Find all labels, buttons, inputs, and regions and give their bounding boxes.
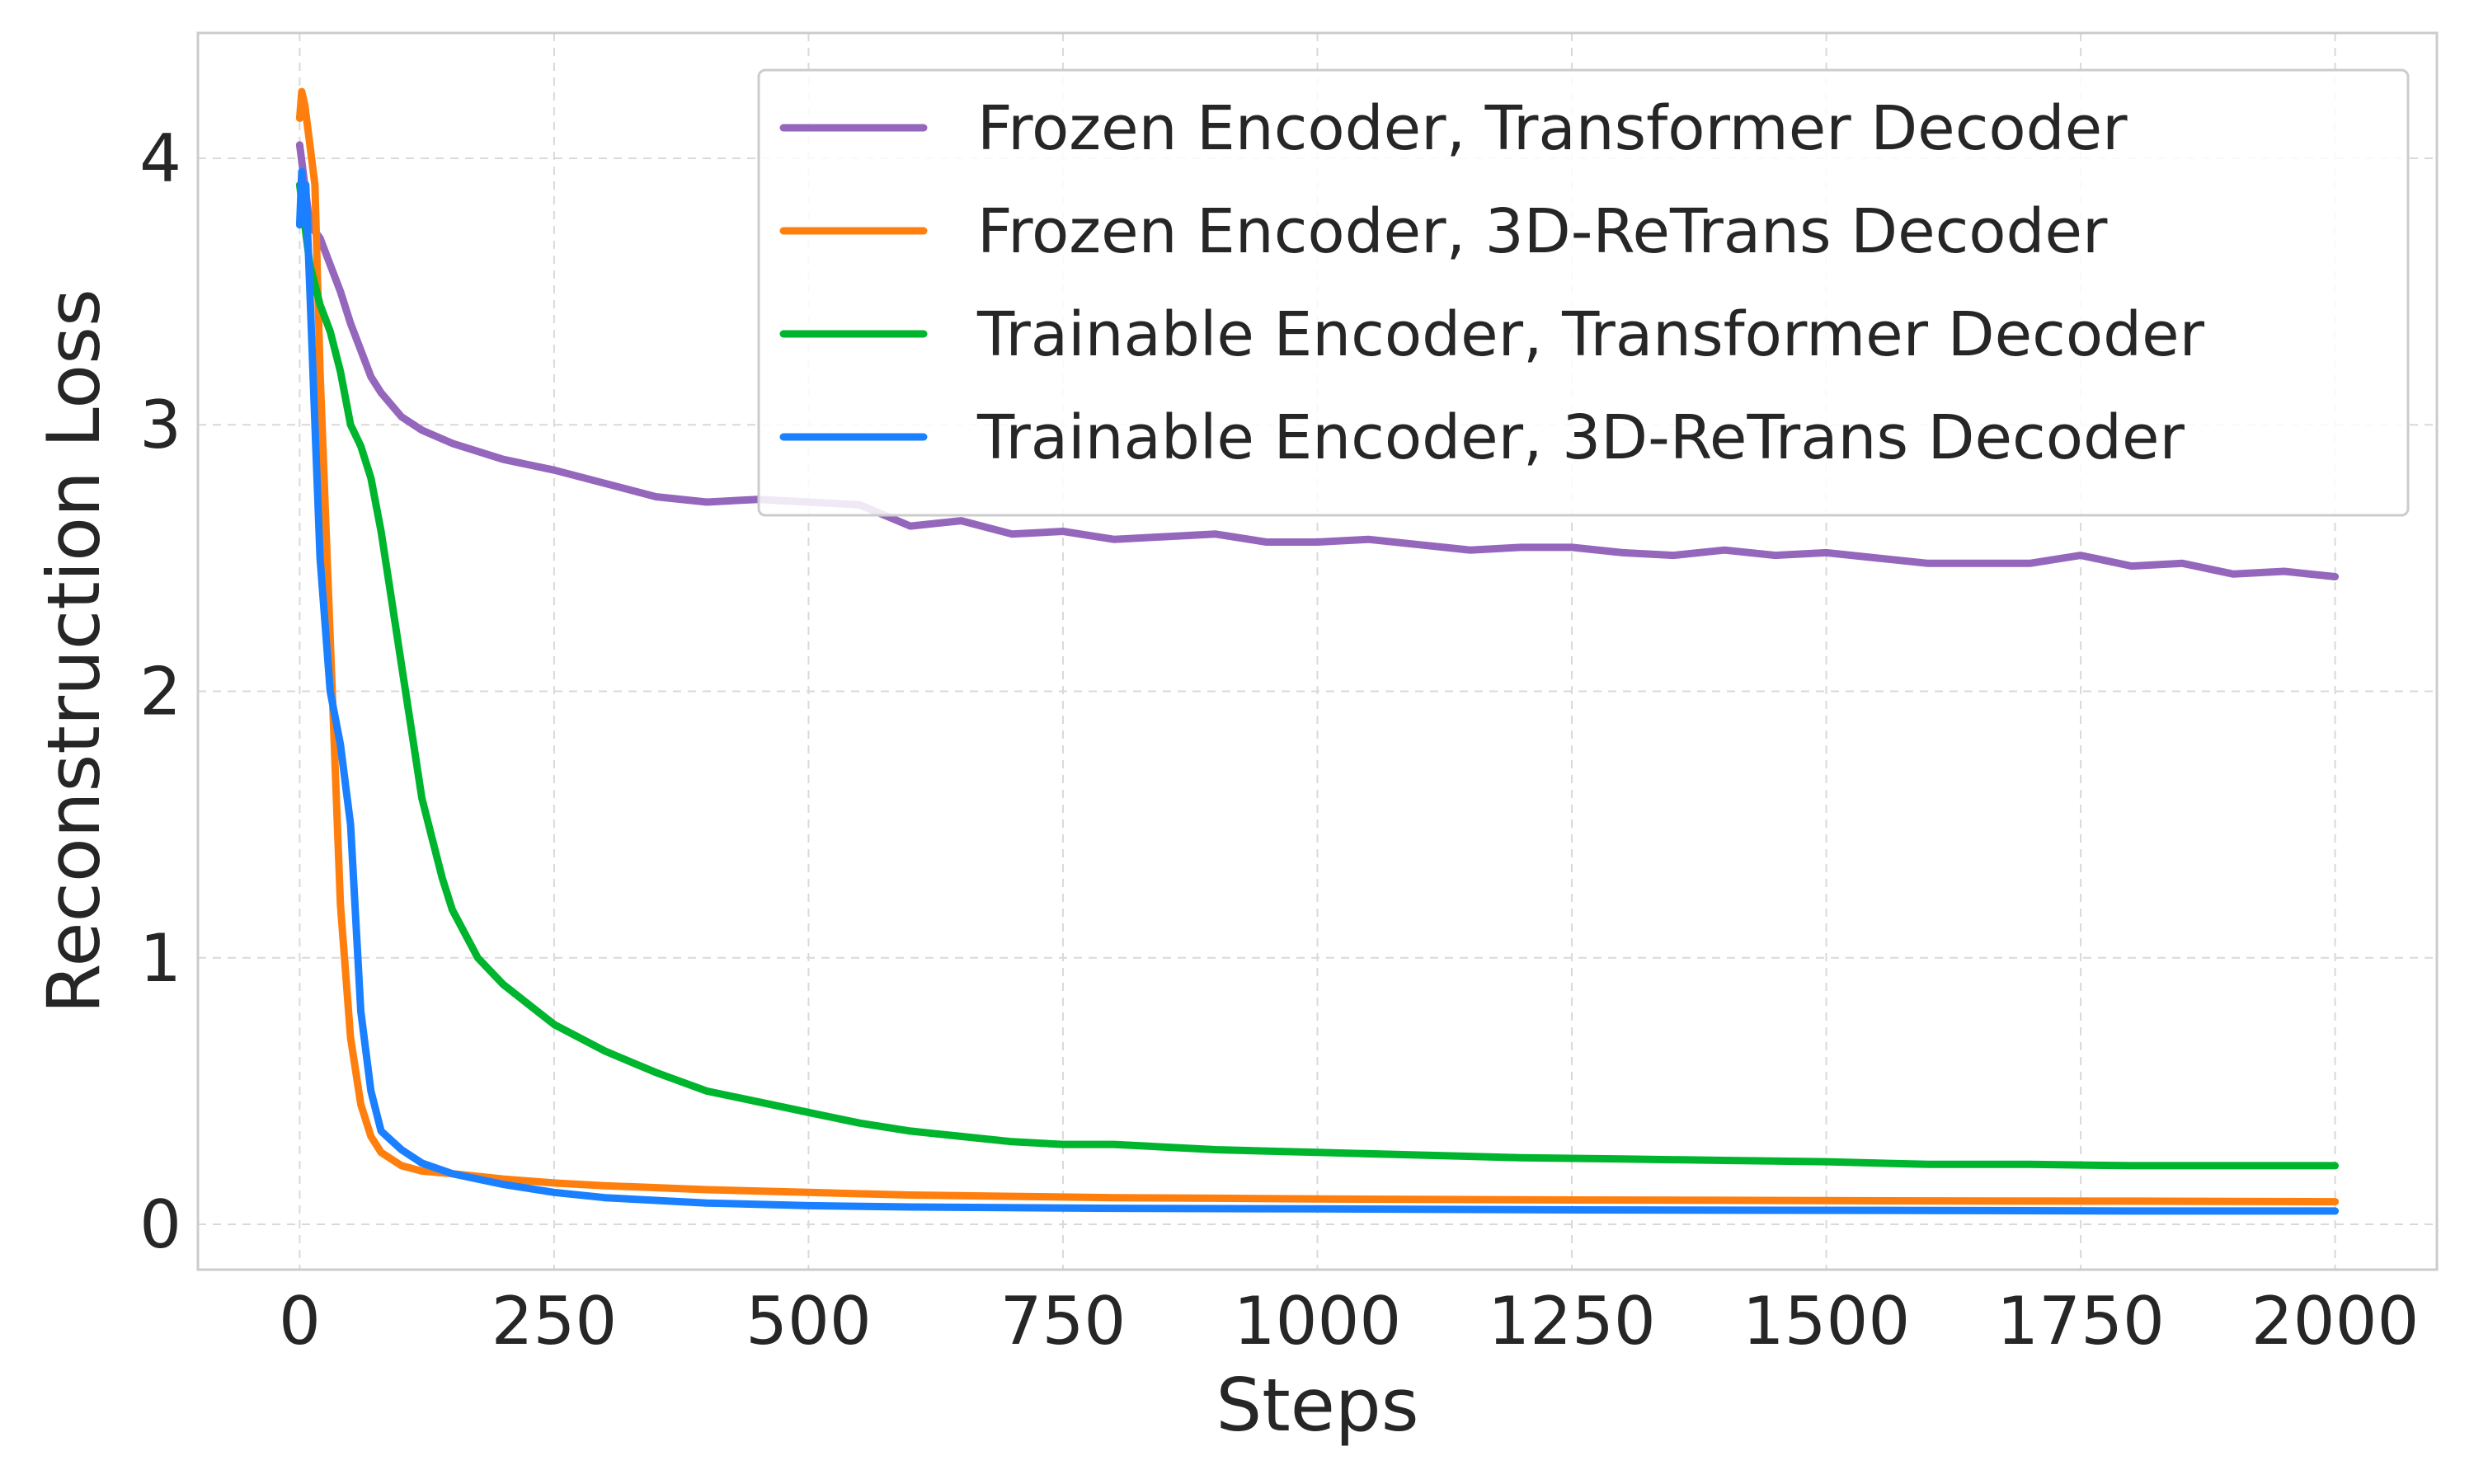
y-tick-label: 2 [139, 653, 181, 730]
y-tick-label: 3 [139, 387, 181, 463]
legend-label: Trainable Encoder, 3D-ReTrans Decoder [976, 402, 2185, 473]
y-tick-label: 4 [139, 120, 181, 197]
y-tick-label: 1 [139, 920, 181, 997]
x-tick-label: 750 [1000, 1283, 1126, 1360]
x-tick-label: 1000 [1234, 1283, 1402, 1360]
x-tick-label: 250 [492, 1283, 618, 1360]
legend-label: Frozen Encoder, 3D-ReTrans Decoder [977, 196, 2108, 267]
series-line-1 [295, 141, 2340, 580]
series-lines [295, 87, 2340, 1215]
x-tick-label: 1500 [1743, 1283, 1911, 1360]
x-tick-label: 2000 [2251, 1283, 2420, 1360]
legend-label: Trainable Encoder, Transformer Decoder [976, 299, 2205, 370]
series-line-3 [295, 181, 2340, 1170]
y-axis-label: Reconstruction Loss [31, 289, 116, 1014]
plot-frame [196, 31, 2439, 1271]
tick-labels: 0 250 500 750 1000 1250 1500 1750 2000 0 1 2 3 4 [139, 120, 2419, 1360]
x-tick-label: 1750 [1997, 1283, 2165, 1360]
legend-label: Frozen Encoder, Transformer Decoder [977, 93, 2128, 164]
legend: Frozen Encoder, Transformer Decoder Froze… [757, 68, 2410, 517]
series-line-4 [295, 167, 2340, 1215]
x-tick-label: 0 [279, 1283, 321, 1360]
y-tick-label: 0 [139, 1186, 181, 1263]
legend-box [757, 68, 2410, 517]
x-axis-label: Steps [1216, 1363, 1418, 1448]
x-tick-label: 500 [745, 1283, 872, 1360]
x-tick-label: 1250 [1488, 1283, 1656, 1360]
